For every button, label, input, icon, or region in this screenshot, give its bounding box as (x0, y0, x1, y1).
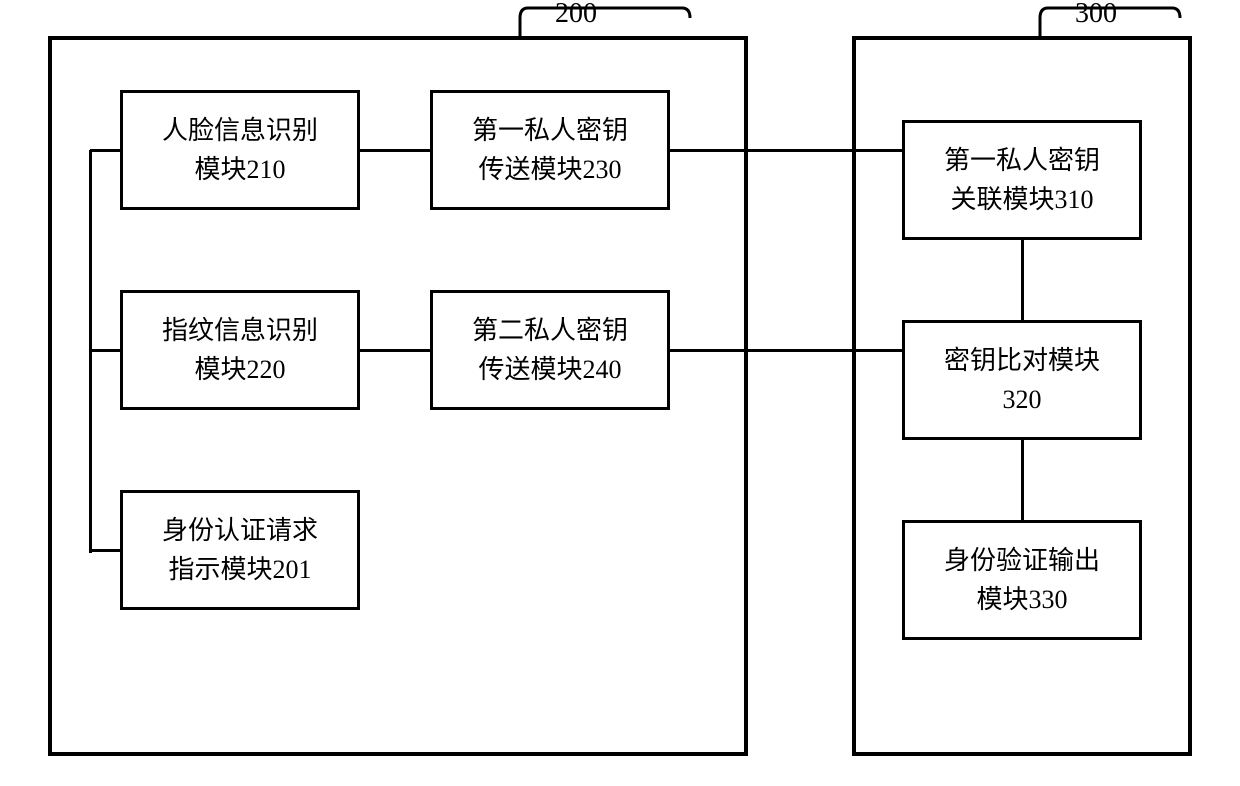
connector-230-310 (670, 149, 902, 152)
module-210: 人脸信息识别模块210 (120, 90, 360, 210)
label-300-text: 300 (1075, 0, 1117, 29)
module-220-text: 指纹信息识别模块220 (162, 311, 318, 389)
module-230: 第一私人密钥传送模块230 (430, 90, 670, 210)
connector-bus-201 (90, 549, 120, 552)
module-220: 指纹信息识别模块220 (120, 290, 360, 410)
module-201: 身份认证请求指示模块201 (120, 490, 360, 610)
connector-310-320 (1021, 240, 1024, 323)
module-320: 密钥比对模块320 (902, 320, 1142, 440)
module-201-text: 身份认证请求指示模块201 (162, 511, 318, 589)
connector-bus-210 (90, 149, 120, 152)
connector-320-330 (1021, 440, 1024, 523)
module-330-text: 身份验证输出模块330 (944, 541, 1100, 619)
module-320-text: 密钥比对模块320 (944, 341, 1100, 419)
connector-220-240 (360, 349, 430, 352)
connector-bus-vert (89, 150, 92, 553)
module-240-text: 第二私人密钥传送模块240 (472, 311, 628, 389)
module-210-text: 人脸信息识别模块210 (162, 111, 318, 189)
bracket-300 (0, 0, 1240, 60)
module-330: 身份验证输出模块330 (902, 520, 1142, 640)
module-310-text: 第一私人密钥关联模块310 (944, 141, 1100, 219)
module-230-text: 第一私人密钥传送模块230 (472, 111, 628, 189)
module-240: 第二私人密钥传送模块240 (430, 290, 670, 410)
connector-240-320-horiz (670, 349, 902, 352)
module-310: 第一私人密钥关联模块310 (902, 120, 1142, 240)
connector-210-230 (360, 149, 430, 152)
connector-bus-220 (90, 349, 120, 352)
label-300: 300 (1075, 0, 1117, 30)
